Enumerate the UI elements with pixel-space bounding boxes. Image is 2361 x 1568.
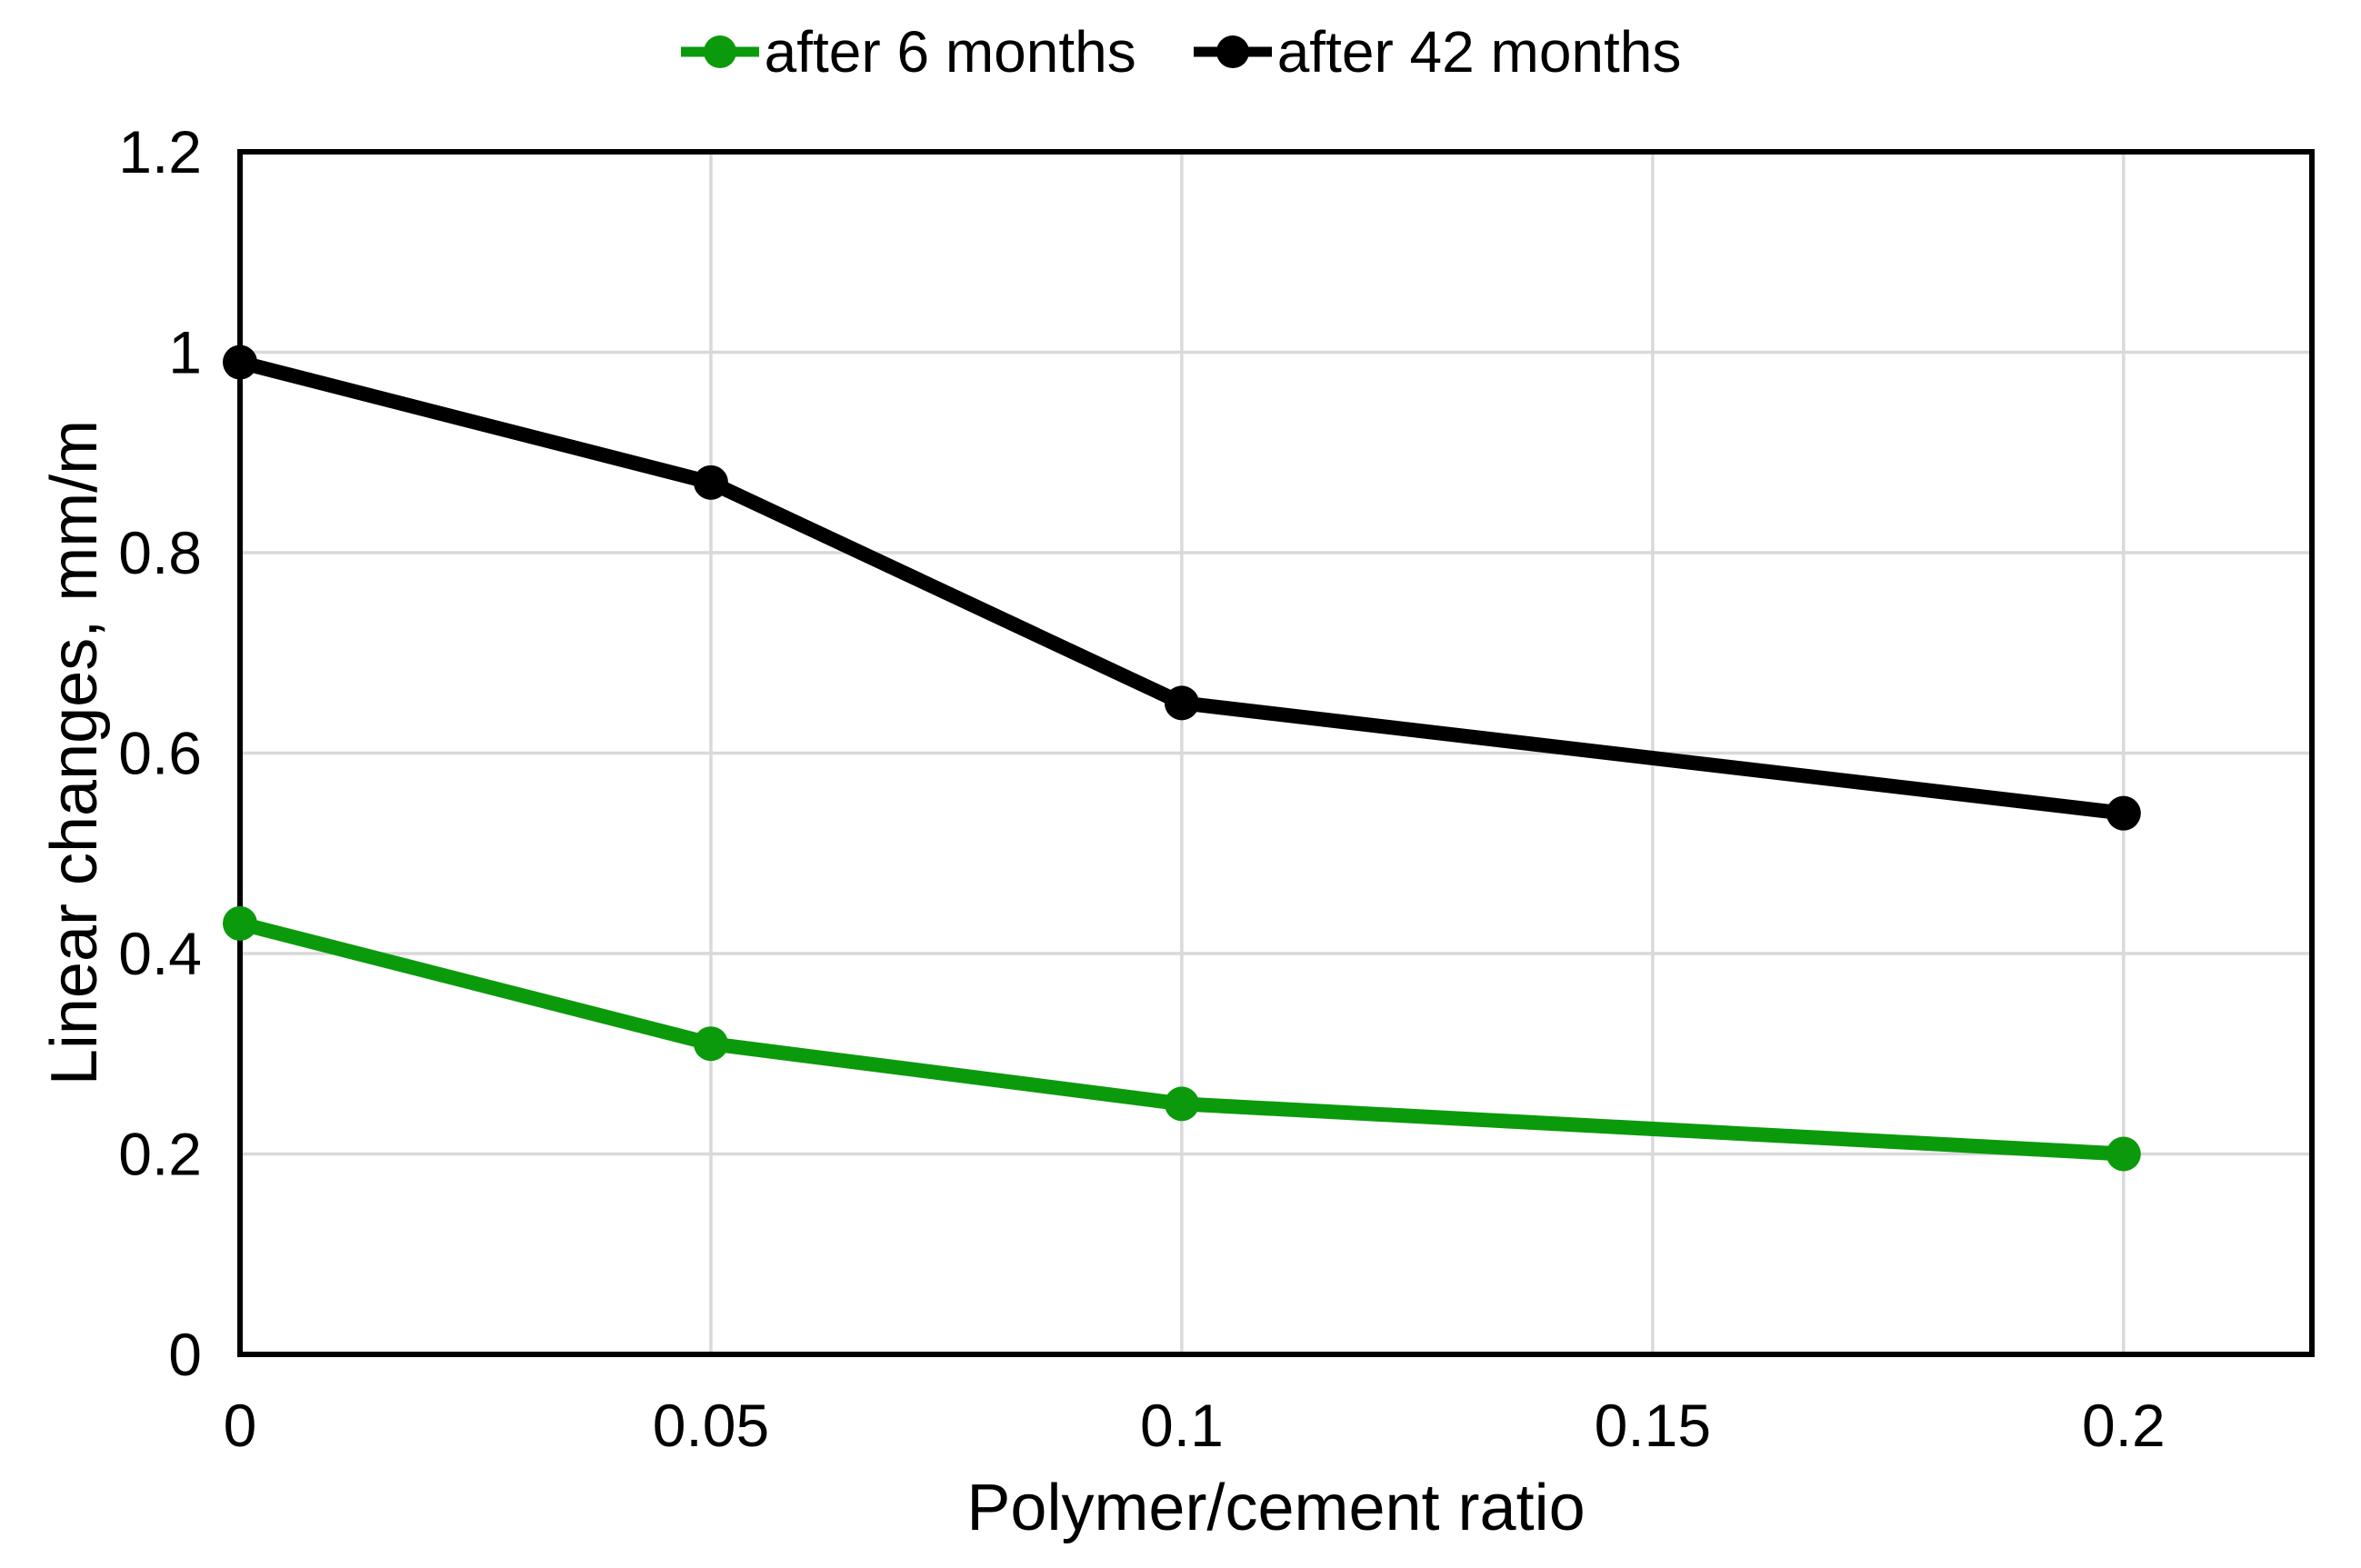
- x-axis-title: Polymer/cement ratio: [966, 1472, 1586, 1544]
- data-point-after-6-months-x-0.1: [1164, 1086, 1199, 1122]
- y-tick-label: 1: [168, 319, 202, 386]
- x-tick-label: 0: [224, 1392, 257, 1459]
- data-point-after-42-months-x-0.2: [2106, 795, 2141, 831]
- y-tick-label: 0.2: [118, 1121, 202, 1188]
- legend-item-after-42-months: after 42 months: [1193, 18, 1682, 85]
- legend-item-after-6-months: after 6 months: [680, 18, 1136, 85]
- y-tick-label: 0: [168, 1321, 202, 1388]
- line-circle-marker-icon: [680, 35, 759, 68]
- data-point-after-42-months-x-0: [223, 345, 257, 380]
- data-point-after-42-months-x-0.05: [693, 464, 728, 500]
- series-line-after-6-months: [238, 916, 2125, 1162]
- legend: after 6 months after 42 months: [0, 18, 2361, 85]
- y-tick-label: 1.2: [118, 118, 202, 185]
- x-tick-label: 0.05: [653, 1392, 769, 1459]
- data-point-after-6-months-x-0.05: [693, 1026, 728, 1062]
- line-circle-marker-icon: [1193, 35, 1272, 68]
- x-tick-label: 0.15: [1595, 1392, 1711, 1459]
- y-tick-label: 0.6: [118, 720, 202, 787]
- series-line-after-42-months: [238, 355, 2125, 821]
- x-tick-label: 0.1: [1140, 1392, 1224, 1459]
- y-tick-label: 0.4: [118, 920, 202, 987]
- data-point-after-6-months-x-0: [223, 905, 257, 941]
- y-tick-label: 0.8: [118, 519, 202, 586]
- x-tick-label: 0.2: [2082, 1392, 2166, 1459]
- legend-label: after 42 months: [1276, 19, 1682, 85]
- plot-border: [237, 149, 2315, 1357]
- y-axis-title: Linear changes, mm/m: [38, 419, 111, 1086]
- data-point-after-42-months-x-0.1: [1164, 685, 1199, 721]
- data-point-after-6-months-x-0.2: [2106, 1136, 2141, 1172]
- legend-label: after 6 months: [764, 19, 1136, 85]
